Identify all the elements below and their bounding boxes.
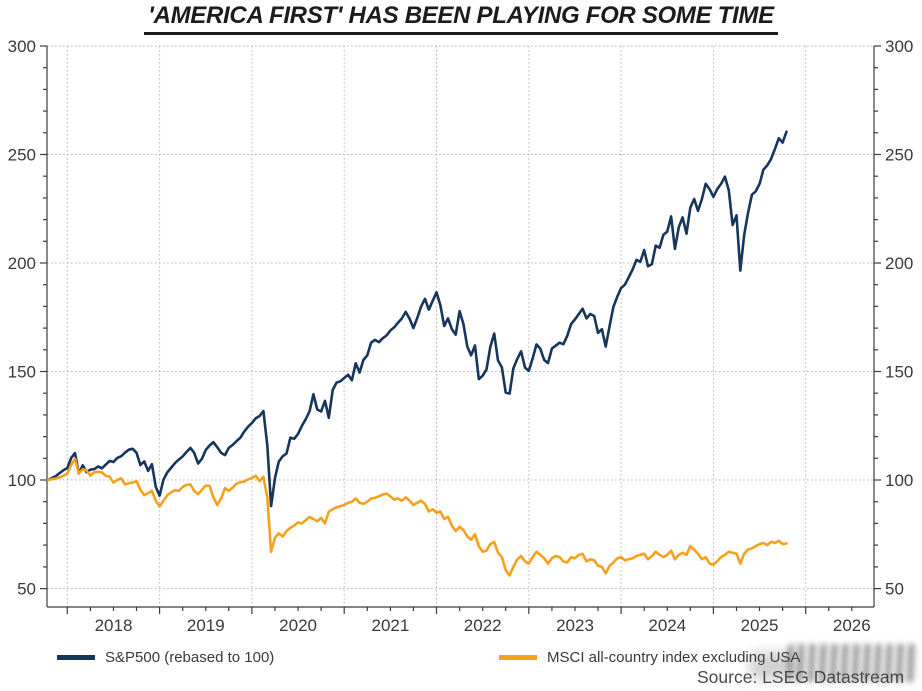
svg-text:50: 50 bbox=[885, 580, 904, 599]
legend-item-msci: MSCI all-country index excluding USA bbox=[499, 648, 800, 666]
legend: S&P500 (rebased to 100) MSCI all-country… bbox=[0, 648, 922, 666]
svg-text:300: 300 bbox=[885, 37, 913, 56]
svg-text:200: 200 bbox=[885, 254, 913, 273]
svg-text:2023: 2023 bbox=[556, 616, 594, 635]
svg-text:300: 300 bbox=[8, 37, 36, 56]
legend-item-sp500: S&P500 (rebased to 100) bbox=[57, 648, 274, 666]
source-attribution: Source: LSEG Datastream bbox=[697, 667, 905, 687]
svg-text:50: 50 bbox=[17, 580, 36, 599]
msci_ex_usa-line bbox=[46, 457, 788, 577]
y-tick-labels-right: 50 100 150 200 250 300 bbox=[885, 37, 913, 599]
y-gridlines bbox=[47, 45, 874, 590]
svg-text:2022: 2022 bbox=[464, 616, 502, 635]
svg-text:2019: 2019 bbox=[187, 616, 225, 635]
svg-text:2021: 2021 bbox=[371, 616, 409, 635]
svg-text:2024: 2024 bbox=[648, 616, 686, 635]
svg-text:250: 250 bbox=[885, 146, 913, 165]
title-container: 'AMERICA FIRST' HAS BEEN PLAYING FOR SOM… bbox=[0, 2, 922, 35]
legend-label-msci: MSCI all-country index excluding USA bbox=[547, 648, 801, 666]
x-ticks bbox=[66, 607, 853, 614]
y-ticks bbox=[40, 45, 881, 590]
axes bbox=[46, 46, 875, 608]
svg-text:2026: 2026 bbox=[833, 616, 871, 635]
msci-line-icon bbox=[499, 654, 537, 660]
svg-text:250: 250 bbox=[8, 146, 36, 165]
sp500-line bbox=[46, 130, 788, 508]
y-tick-labels-left: 50 100 150 200 250 300 bbox=[8, 37, 36, 599]
legend-label-sp500: S&P500 (rebased to 100) bbox=[105, 648, 275, 666]
svg-text:100: 100 bbox=[885, 471, 913, 490]
svg-text:150: 150 bbox=[8, 363, 36, 382]
sp500-line-icon bbox=[57, 654, 95, 660]
svg-text:150: 150 bbox=[885, 363, 913, 382]
svg-text:2018: 2018 bbox=[95, 616, 133, 635]
svg-text:100: 100 bbox=[8, 471, 36, 490]
svg-text:2025: 2025 bbox=[741, 616, 779, 635]
x-gridlines bbox=[66, 46, 807, 607]
svg-text:2020: 2020 bbox=[279, 616, 317, 635]
page-title: 'AMERICA FIRST' HAS BEEN PLAYING FOR SOM… bbox=[144, 2, 778, 35]
svg-text:200: 200 bbox=[8, 254, 36, 273]
x-tick-labels: 2018 2019 2020 2021 2022 2023 2024 2025 2026 bbox=[95, 616, 871, 635]
